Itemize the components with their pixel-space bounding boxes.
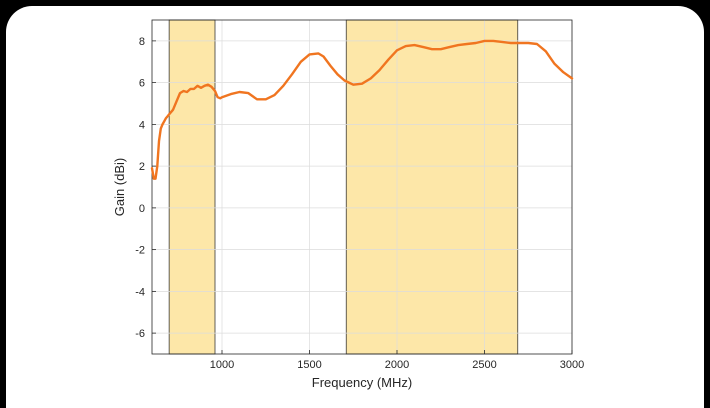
y-tick-label: -2: [135, 245, 145, 257]
y-tick-label: 6: [139, 78, 145, 90]
bands-layer: [169, 20, 518, 354]
y-axis-title: Gain (dBi): [112, 158, 127, 217]
x-tick-label: 1500: [297, 359, 321, 371]
chart-panel: 1000 1500 2000 2500 3000 -6 -4 -2 0 2 4 6 8 Frequenc…: [6, 6, 704, 408]
y-tick-label: 8: [139, 36, 145, 48]
x-tick-label: 2000: [385, 359, 409, 371]
frequency-band-2: [346, 20, 518, 354]
y-tick-label: -4: [135, 286, 145, 298]
x-tick-label: 3000: [560, 359, 584, 371]
x-tick-label: 1000: [210, 359, 234, 371]
x-axis-title: Frequency (MHz): [312, 375, 412, 390]
gain-chart: 1000 1500 2000 2500 3000 -6 -4 -2 0 2 4 6 8 Frequenc…: [6, 6, 704, 408]
frequency-band-1: [169, 20, 215, 354]
y-tick-label: -6: [135, 328, 145, 340]
y-tick-label: 0: [139, 203, 145, 215]
x-tick-label: 2500: [472, 359, 496, 371]
y-tick-label: 2: [139, 161, 145, 173]
y-tick-label: 4: [139, 119, 145, 131]
